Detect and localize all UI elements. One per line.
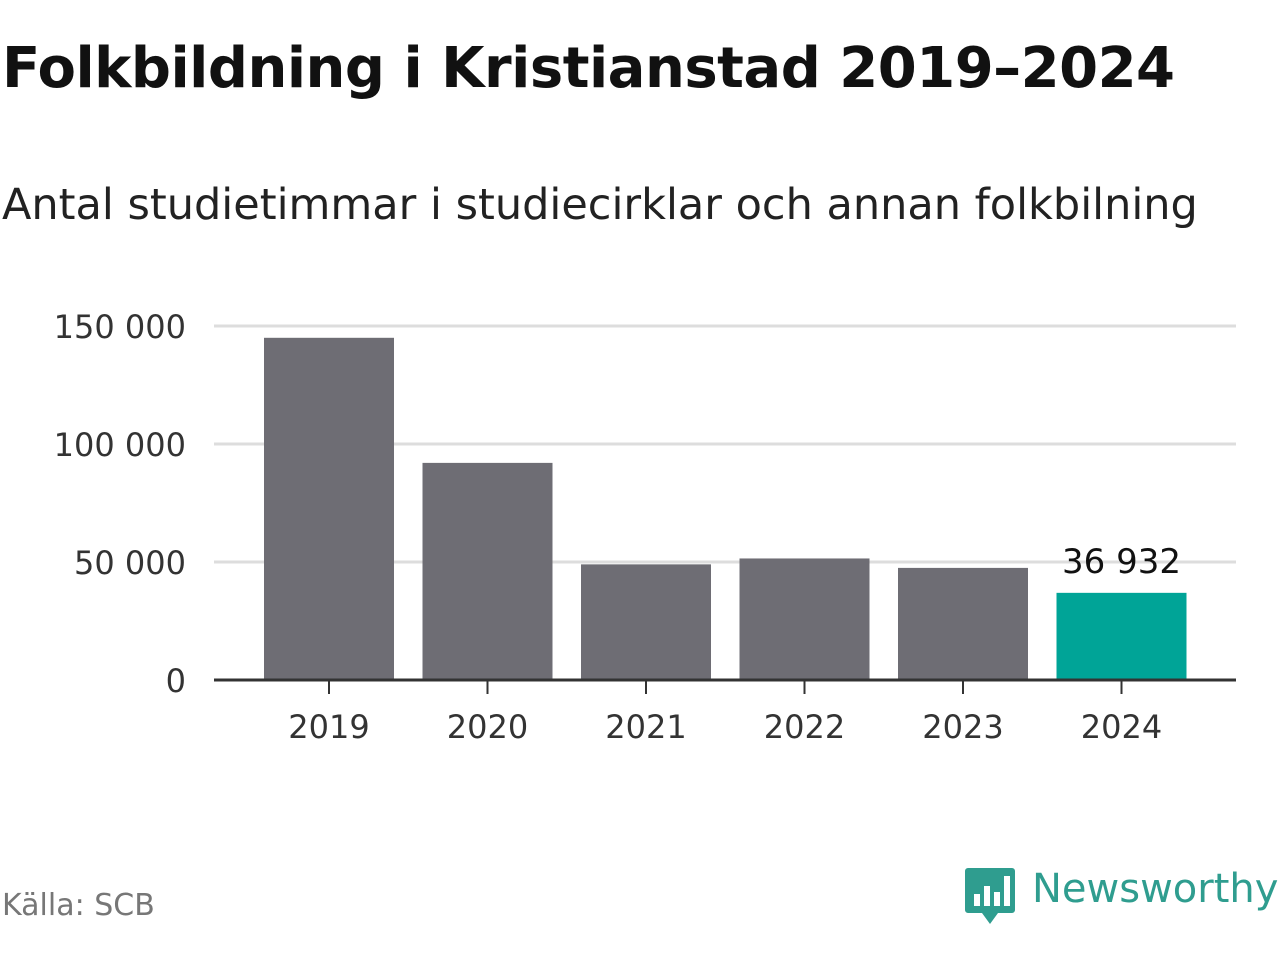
- x-tick-label: 2019: [288, 708, 369, 746]
- x-axis-ticks: 2019 2020 2021 2022 2023 2024: [288, 708, 1162, 746]
- x-tick-label: 2023: [922, 708, 1003, 746]
- y-tick-label: 50 000: [74, 544, 186, 582]
- x-tick-label: 2020: [447, 708, 528, 746]
- bar: [581, 564, 711, 680]
- y-tick-label: 100 000: [54, 426, 186, 464]
- x-axis: [214, 678, 1236, 694]
- bar: [264, 337, 394, 680]
- newsworthy-logo-icon: [965, 868, 1015, 924]
- bar: [422, 462, 553, 680]
- data-labels: 36 932: [1062, 542, 1181, 582]
- y-axis-ticks: 0 50 000 100 000 150 000: [54, 308, 186, 700]
- source-note: Källa: SCB: [2, 888, 155, 923]
- bar: [898, 567, 1028, 680]
- y-tick-label: 150 000: [54, 308, 186, 346]
- x-tick-label: 2022: [764, 708, 845, 746]
- data-label: 36 932: [1062, 542, 1181, 582]
- newsworthy-brand-name: Newsworthy: [1032, 866, 1279, 912]
- y-tick-label: 0: [166, 662, 186, 700]
- x-tick-label: 2021: [605, 708, 686, 746]
- bar: [739, 558, 870, 680]
- bars: [264, 337, 1187, 680]
- x-tick-label: 2024: [1081, 708, 1162, 746]
- chart-subtitle: Antal studietimmar i studiecirklar och a…: [2, 180, 1198, 230]
- chart-title: Folkbildning i Kristianstad 2019–2024: [2, 36, 1175, 101]
- bar: [1056, 592, 1187, 680]
